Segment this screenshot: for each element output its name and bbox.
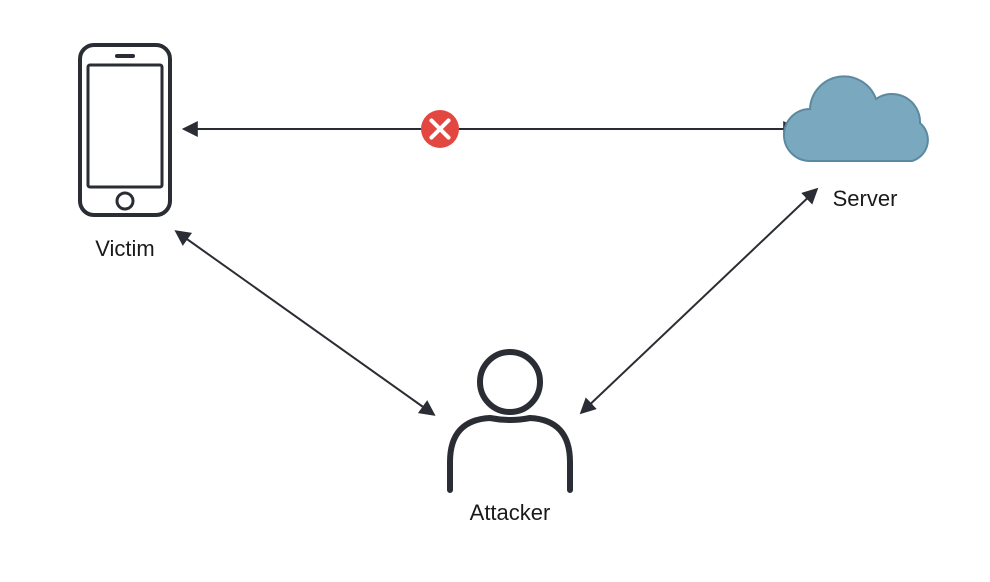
smartphone-icon (80, 45, 170, 215)
cloud-icon (784, 76, 928, 161)
diagram-svg (0, 0, 990, 582)
diagram-canvas: Victim Server Attacker (0, 0, 990, 582)
victim-label: Victim (70, 236, 180, 262)
attacker-label: Attacker (440, 500, 580, 526)
person-icon (450, 352, 570, 490)
server-label: Server (810, 186, 920, 212)
edge-victim-attacker (177, 232, 433, 414)
edge-server-attacker (582, 190, 816, 412)
